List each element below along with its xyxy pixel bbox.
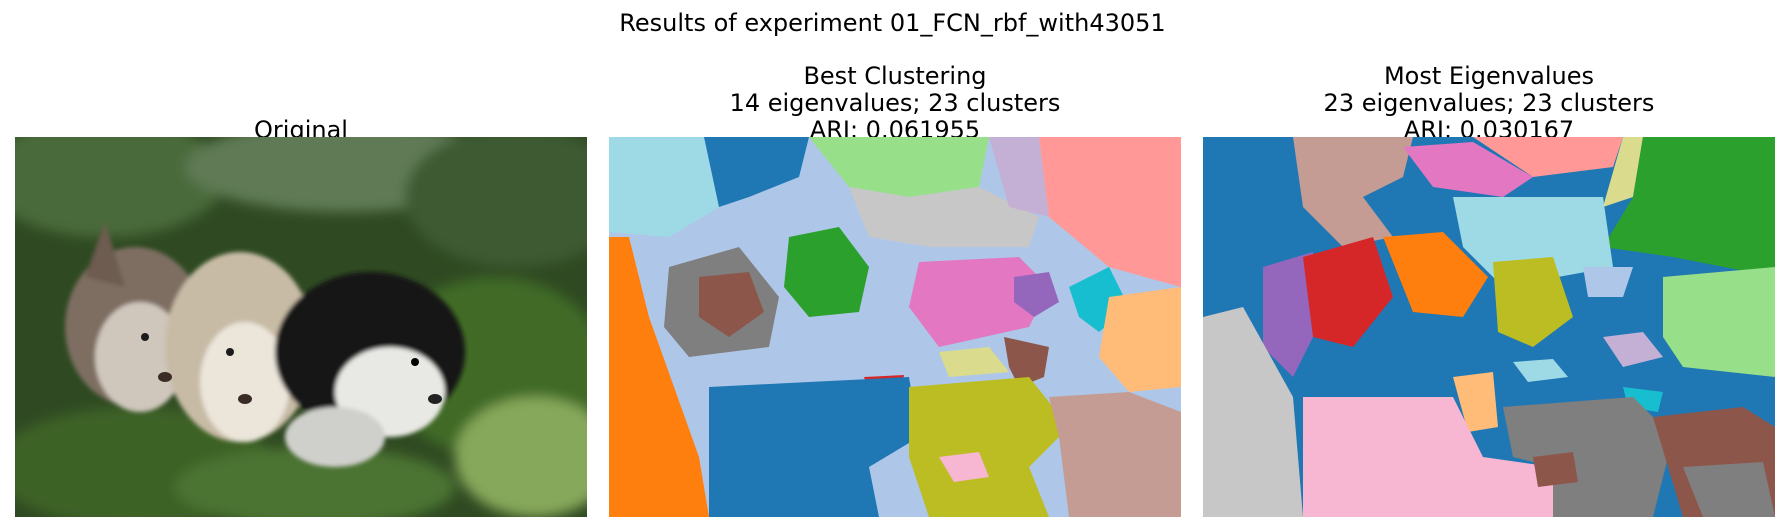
panel-best-clustering: Best Clustering 14 eigenvalues; 23 clust… — [609, 0, 1181, 532]
best-clustering-map — [609, 137, 1181, 517]
figure-suptitle: Results of experiment 01_FCN_rbf_with430… — [619, 9, 1166, 37]
panel-title-line: Best Clustering — [803, 62, 987, 90]
panel-title-line: 14 eigenvalues; 23 clusters — [729, 89, 1061, 117]
panel-original: Original — [15, 0, 587, 532]
panel-most-eigenvalues: Most Eigenvalues 23 eigenvalues; 23 clus… — [1203, 0, 1775, 532]
original-photo — [15, 137, 587, 517]
panel-title-line: Most Eigenvalues — [1383, 62, 1595, 90]
panel-title: Most Eigenvalues 23 eigenvalues; 23 clus… — [1203, 63, 1775, 144]
panel-title: Best Clustering 14 eigenvalues; 23 clust… — [609, 63, 1181, 144]
panel-title-line: 23 eigenvalues; 23 clusters — [1323, 89, 1655, 117]
most-eigenvalues-map — [1203, 137, 1775, 517]
